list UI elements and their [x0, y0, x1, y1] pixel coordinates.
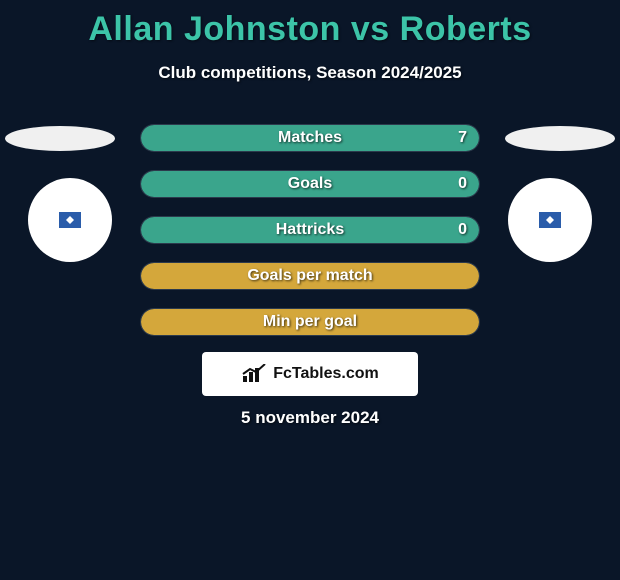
stat-row: Matches 7: [140, 124, 480, 152]
stat-label: Hattricks: [276, 221, 344, 239]
stat-label: Min per goal: [263, 313, 357, 331]
stat-value-right: 7: [458, 129, 467, 147]
brand-text: FcTables.com: [273, 365, 379, 383]
page-title: Allan Johnston vs Roberts: [0, 0, 620, 49]
player-badge-left: [28, 178, 112, 262]
stat-label: Goals: [288, 175, 332, 193]
stat-row: Goals per match: [140, 262, 480, 290]
stats-container: Matches 7 Goals 0 Hattricks 0 Goals per match M…: [140, 124, 480, 354]
stat-row: Min per goal: [140, 308, 480, 336]
stat-row: Hattricks 0: [140, 216, 480, 244]
flag-icon: [539, 212, 561, 228]
brand-chart-icon: [241, 364, 267, 384]
player-platform-right: [505, 126, 615, 151]
stat-row: Goals 0: [140, 170, 480, 198]
stat-label: Goals per match: [247, 267, 372, 285]
flag-icon: [59, 212, 81, 228]
stat-value-right: 0: [458, 175, 467, 193]
stat-label: Matches: [278, 129, 342, 147]
brand-badge: FcTables.com: [202, 352, 418, 396]
player-badge-right: [508, 178, 592, 262]
footer-date: 5 november 2024: [0, 408, 620, 428]
subtitle: Club competitions, Season 2024/2025: [0, 63, 620, 83]
stat-value-right: 0: [458, 221, 467, 239]
player-platform-left: [5, 126, 115, 151]
